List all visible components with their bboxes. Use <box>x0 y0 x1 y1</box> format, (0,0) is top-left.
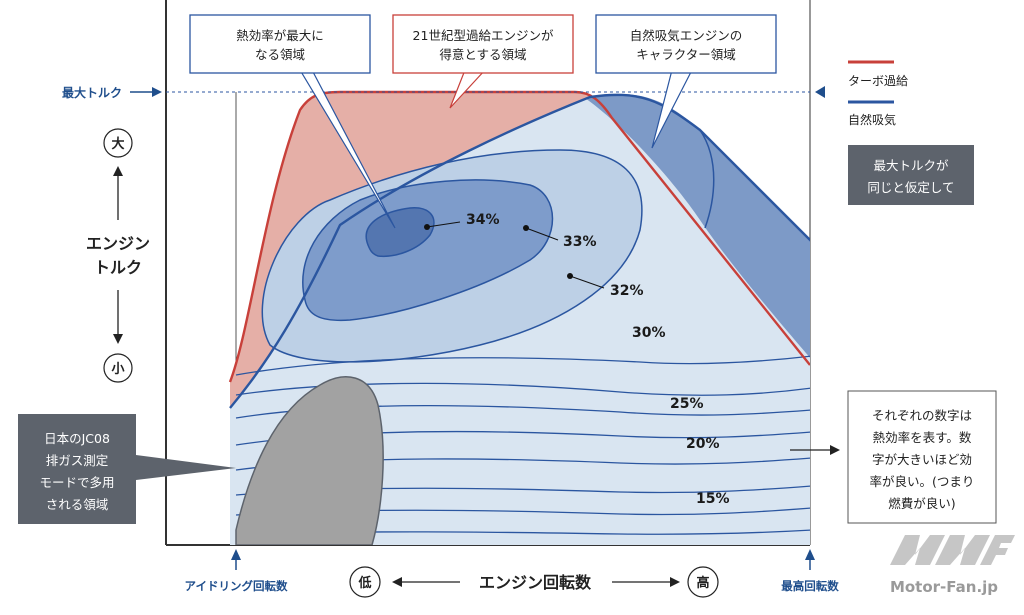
leader-32 <box>569 275 605 289</box>
zone-32 <box>302 179 554 322</box>
jc08-note-pointer <box>136 455 236 480</box>
explanation-line5: 燃費が良い) <box>888 496 955 511</box>
max-torque-label: 最大トルク <box>62 85 122 100</box>
callout-box-na <box>595 14 777 74</box>
max-rpm-label: 最高回転数 <box>781 579 839 593</box>
callout-max-line2: なる領域 <box>255 47 305 62</box>
explanation-line4: 率が良い。(つまり <box>870 474 975 489</box>
legend-turbo-label: ターボ過給 <box>848 74 908 88</box>
motorfan-logo <box>890 535 1015 565</box>
plot-area <box>228 90 810 545</box>
label-15: 15% <box>696 491 730 507</box>
x-low-label: 低 <box>357 575 371 591</box>
label-33: 33% <box>563 234 597 250</box>
label-32: 32% <box>610 283 644 299</box>
contour-line <box>235 355 810 376</box>
leader-33 <box>525 227 559 241</box>
x-high-badge <box>687 566 719 598</box>
y-axis-label-line1: エンジン <box>86 234 150 253</box>
max-rpm-marker <box>805 549 815 560</box>
x-low-badge <box>349 566 381 598</box>
y-down-arrow-head <box>113 334 123 344</box>
jc08-zone <box>235 376 384 545</box>
idle-marker <box>231 549 241 560</box>
callout-box-max-efficiency <box>189 14 371 74</box>
y-high-badge <box>103 128 133 158</box>
jc08-note-line1: 日本のJC08 <box>44 431 110 446</box>
jc08-note-line3: モードで多用 <box>39 475 114 490</box>
x-high-label: 高 <box>696 575 709 591</box>
y-low-badge <box>103 353 133 383</box>
leader-34 <box>426 221 461 228</box>
callout-turbo-line1: 21世紀型過給エンジンが <box>413 28 554 43</box>
assumption-line2: 同じと仮定して <box>867 180 954 195</box>
y-low-label: 小 <box>111 362 124 377</box>
jc08-note-line2: 排ガス測定 <box>46 453 109 468</box>
y-high-label: 大 <box>111 136 124 152</box>
jc08-note-box <box>18 414 136 524</box>
idle-rpm-label: アイドリング回転数 <box>185 579 288 593</box>
label-20: 20% <box>686 436 720 452</box>
zone-34 <box>365 207 435 258</box>
explanation-note-box <box>847 390 997 524</box>
x-left-arrow-head <box>392 577 402 587</box>
jc08-note-line4: される領域 <box>46 497 109 512</box>
y-axis-label-line2: トルク <box>94 258 142 277</box>
max-torque-right-marker <box>815 86 825 98</box>
explanation-arrow-head <box>830 445 840 455</box>
explanation-line3: 字が大きいほど効 <box>872 452 972 467</box>
label-25: 25% <box>670 396 704 412</box>
label-30: 30% <box>632 325 666 341</box>
na-zone-inner-line <box>699 129 715 229</box>
callout-turbo-line2: 得意とする領域 <box>439 47 526 62</box>
label-34: 34% <box>466 212 500 228</box>
legend-na-label: 自然吸気 <box>848 112 896 127</box>
callout-box-turbo <box>392 14 574 74</box>
na-character-zone <box>585 94 810 358</box>
x-right-arrow-head <box>670 577 680 587</box>
explanation-line2: 熱効率を表す。数 <box>873 430 972 445</box>
watermark-text: Motor-Fan.jp <box>890 578 998 596</box>
max-torque-arrow-head <box>152 87 162 97</box>
assumption-note-box <box>848 145 974 205</box>
y-up-arrow-head <box>113 166 123 176</box>
na-curve <box>229 93 810 409</box>
explanation-line1: それぞれの数字は <box>872 408 972 423</box>
x-axis-label: エンジン回転数 <box>479 573 592 592</box>
callout-na-line2: キャラクター領域 <box>636 47 736 62</box>
assumption-line1: 最大トルクが <box>873 158 949 173</box>
callout-max-line1: 熱効率が最大に <box>236 28 324 43</box>
callout-na-line1: 自然吸気エンジンの <box>630 28 743 43</box>
